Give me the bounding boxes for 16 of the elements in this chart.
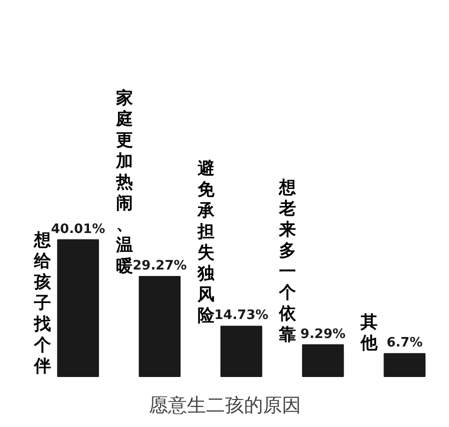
data-label: 6.7% [386, 336, 423, 351]
bar [138, 276, 181, 378]
data-label: 9.29% [300, 326, 346, 342]
bar [384, 353, 426, 378]
data-label: 40.01% [50, 222, 106, 237]
x-tick-label: 其他 [360, 312, 379, 354]
bar [220, 326, 262, 378]
x-tick-label: 想老来多一个依靠 [278, 178, 298, 345]
bar [302, 344, 344, 378]
data-label: 29.27% [132, 258, 187, 274]
bar [57, 239, 99, 378]
x-tick-label: 想给孩子找个伴 [33, 230, 52, 377]
data-label: 14.73% [214, 308, 268, 324]
text: 愿意生二孩的原因 [149, 394, 301, 416]
x-tick-label: 避免承担失独风险 [196, 159, 216, 326]
category-label: 家庭更加热闹、温暖 [116, 88, 133, 277]
